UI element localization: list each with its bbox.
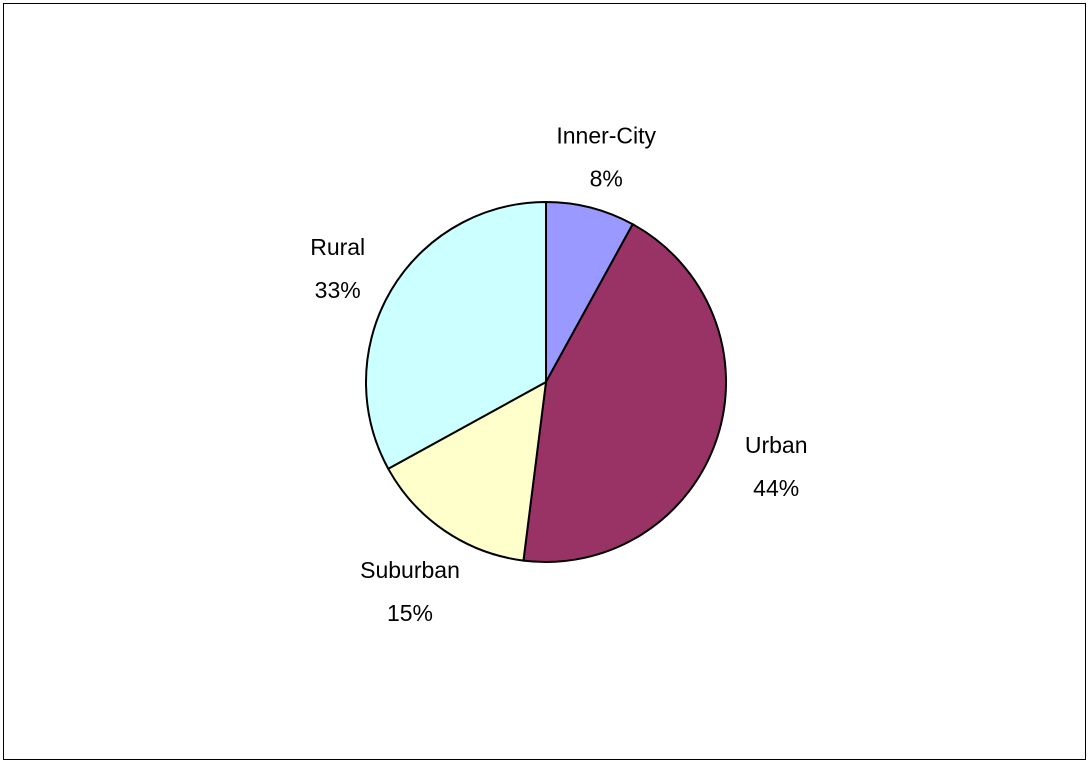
slice-percent-inner-city: 8%	[590, 166, 623, 192]
pie-slice-inner-city	[545, 201, 634, 383]
slice-label-inner-city: Inner-City	[556, 123, 656, 149]
slice-percent-rural: 33%	[315, 277, 361, 303]
slice-labels: Inner-City 8% Urban 44% Suburban 15% Rural 33%	[310, 123, 807, 627]
pie-slices	[365, 201, 727, 564]
pie-chart: Inner-City 8% Urban 44% Suburban 15% Rural 33%	[310, 123, 807, 627]
slice-label-rural: Rural	[310, 234, 365, 260]
slice-label-suburban: Suburban	[360, 557, 460, 583]
slice-percent-urban: 44%	[753, 475, 799, 501]
chart-area: Inner-City 8% Urban 44% Suburban 15% Rural 33%	[3, 3, 1086, 760]
slice-percent-suburban: 15%	[387, 600, 433, 626]
pie-slice-rural	[365, 201, 547, 470]
pie-slice-suburban	[387, 381, 547, 562]
pie-slice-urban	[522, 223, 727, 564]
slice-label-urban: Urban	[745, 432, 808, 458]
